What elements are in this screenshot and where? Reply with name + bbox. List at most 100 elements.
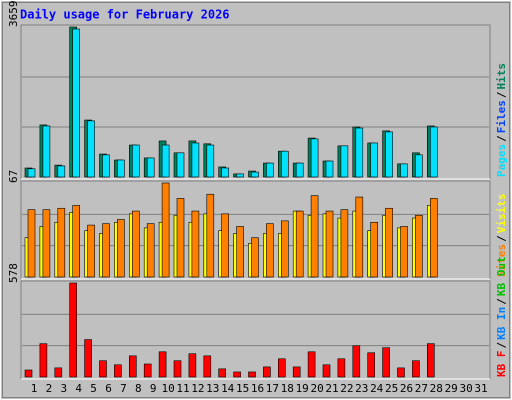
bar [310, 195, 319, 278]
bar [340, 209, 349, 278]
plot-area [20, 280, 491, 380]
bar [385, 207, 393, 278]
bar [191, 210, 200, 278]
bar [146, 157, 155, 178]
bar [132, 210, 140, 278]
x-tick-label: 31 [474, 382, 487, 395]
bar [429, 198, 438, 278]
x-tick-label: 25 [385, 382, 398, 395]
x-tick-label: 1 [31, 382, 38, 395]
bar [176, 152, 185, 178]
legend: KB F / KB In / KB Out [495, 256, 508, 377]
bar [203, 355, 212, 378]
bar [42, 125, 51, 178]
bar [295, 210, 304, 278]
bar [87, 224, 95, 278]
bar [87, 120, 95, 178]
bar [129, 355, 137, 378]
x-tick-label: 30 [459, 382, 472, 395]
x-tick-label: 20 [310, 382, 323, 395]
bar [426, 343, 435, 378]
x-tick-label: 14 [221, 382, 235, 395]
bar [191, 142, 200, 178]
legend-entry: KB F [495, 351, 508, 378]
bar [280, 220, 289, 278]
legend-entry: Hits [495, 63, 508, 90]
bar [132, 144, 140, 178]
bar [99, 360, 107, 378]
bar [221, 167, 229, 178]
bar [102, 154, 110, 178]
legend-entry: Files [495, 100, 508, 133]
bar [72, 205, 80, 278]
legend-separator: / [495, 342, 508, 349]
x-tick-label: 17 [266, 382, 279, 395]
x-tick-label: 11 [176, 382, 189, 395]
bar [251, 171, 259, 178]
x-tick-label: 18 [281, 382, 294, 395]
y-tick-label: 3659 [7, 1, 20, 28]
bar [24, 369, 33, 378]
x-tick-label: 5 [90, 382, 97, 395]
bar [295, 162, 304, 178]
bar [84, 339, 92, 378]
x-tick-label: 10 [161, 382, 174, 395]
bar [263, 366, 271, 378]
bar [57, 165, 66, 178]
bar [355, 127, 364, 178]
bar [218, 368, 226, 378]
legend-separator: / [495, 298, 508, 305]
bar [27, 168, 36, 178]
plot-area [20, 24, 491, 180]
bar [27, 209, 36, 278]
x-tick-label: 8 [135, 382, 142, 395]
legend-separator: / [495, 135, 508, 142]
x-tick-label: 26 [400, 382, 413, 395]
bar [415, 154, 423, 178]
bar [412, 360, 420, 378]
bar [307, 351, 316, 378]
bar [176, 198, 185, 278]
legend-entry: Sites [495, 244, 508, 277]
x-tick-label: 9 [150, 382, 157, 395]
x-tick-label: 23 [355, 382, 368, 395]
legend-entry: Pages [495, 144, 508, 177]
bar [57, 207, 66, 278]
bar [233, 371, 241, 378]
bar [143, 363, 152, 378]
bar [266, 162, 274, 178]
bar [248, 371, 256, 378]
x-tick-label: 7 [120, 382, 127, 395]
x-tick-label: 19 [296, 382, 309, 395]
bar [39, 343, 48, 378]
bar [385, 131, 393, 178]
bar [251, 237, 259, 278]
bar [188, 353, 197, 378]
bar [146, 223, 155, 278]
legend-entry: KB Out [495, 256, 508, 296]
bar [221, 213, 229, 278]
bar [355, 196, 364, 278]
bar [236, 226, 244, 278]
bar [277, 358, 286, 378]
bar [429, 126, 438, 178]
x-tick-label: 13 [206, 382, 219, 395]
x-tick-label: 15 [236, 382, 249, 395]
x-tick-label: 16 [251, 382, 264, 395]
bar [72, 28, 80, 178]
bar [382, 347, 390, 378]
x-tick-label: 4 [75, 382, 82, 395]
legend-entry: KB In [495, 307, 508, 340]
bar [292, 366, 301, 378]
x-tick-label: 29 [445, 382, 458, 395]
bar [370, 221, 379, 278]
x-tick-label: 27 [415, 382, 428, 395]
bar [114, 364, 122, 378]
bar [325, 210, 334, 278]
bar [280, 150, 289, 178]
bar [400, 163, 408, 178]
x-tick-label: 2 [46, 382, 53, 395]
bar [310, 138, 319, 178]
bar [117, 219, 125, 278]
